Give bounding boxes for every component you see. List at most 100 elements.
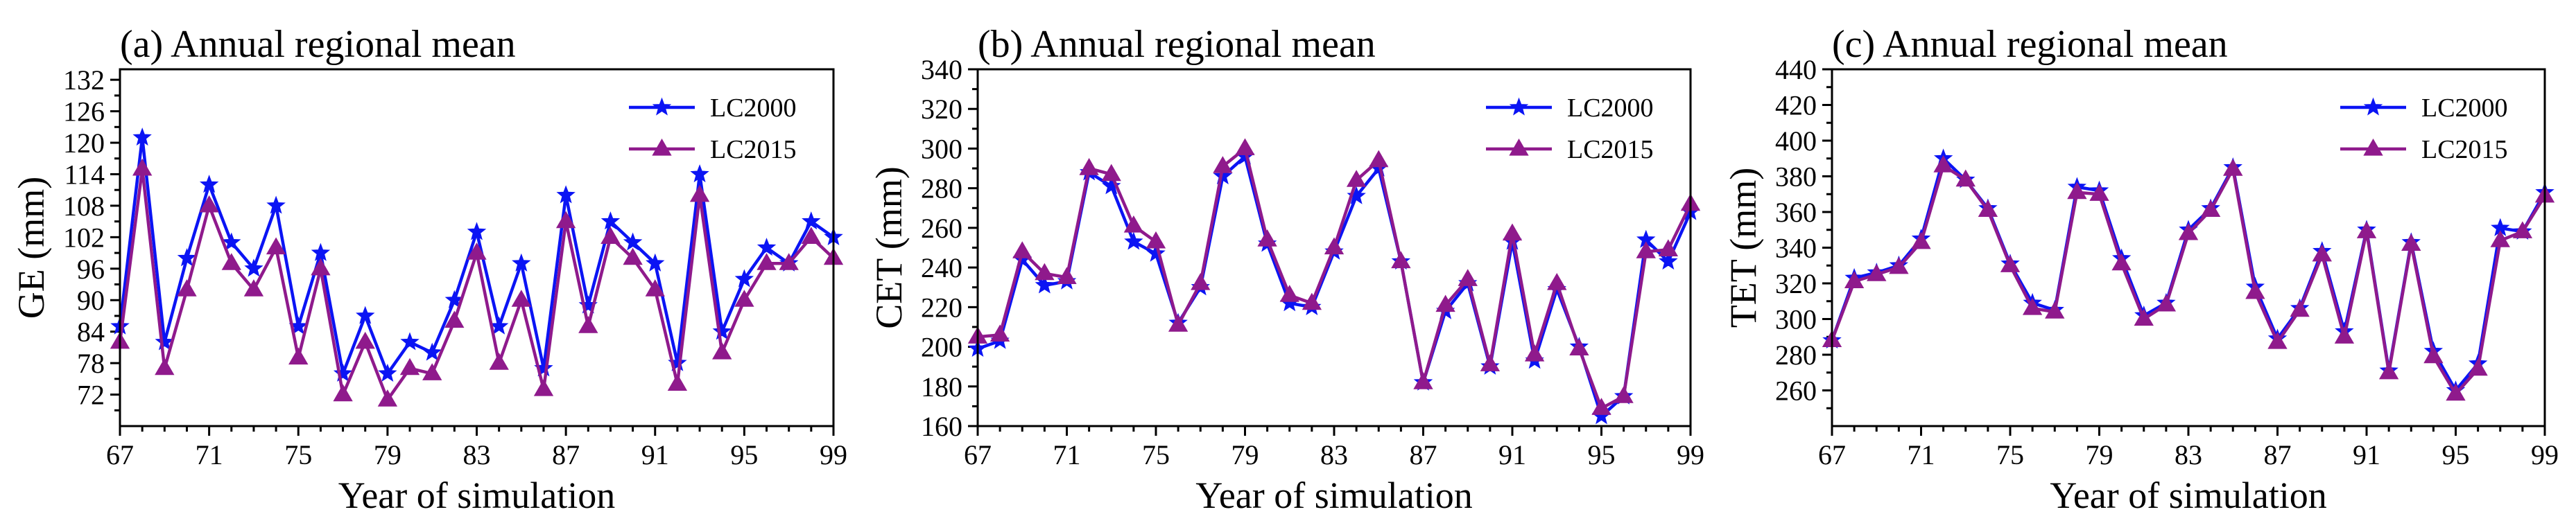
series-line <box>977 147 1693 410</box>
data-point <box>355 331 375 349</box>
panel-title: (b) Annual regional mean <box>978 23 1376 66</box>
data-point <box>467 222 487 240</box>
data-point <box>690 164 709 183</box>
data-point <box>378 363 397 382</box>
plot-frame <box>1831 68 2546 427</box>
data-point <box>400 332 420 351</box>
data-point <box>1867 264 1887 281</box>
y-tick-label: 340 <box>921 54 962 85</box>
data-point <box>734 269 754 288</box>
legend-label: LC2015 <box>710 135 797 164</box>
data-point <box>2401 233 2421 251</box>
series-lc2015 <box>110 158 844 407</box>
y-tick-label: 200 <box>921 332 962 363</box>
x-tick-label: 67 <box>106 439 134 470</box>
legend-label: LC2015 <box>2421 135 2508 164</box>
data-point <box>2423 346 2444 364</box>
data-point <box>1302 292 1322 310</box>
x-tick-label: 71 <box>1908 439 1935 470</box>
data-point <box>444 310 465 328</box>
x-tick-label: 67 <box>964 439 992 470</box>
legend-label: LC2000 <box>710 94 797 123</box>
series-lc2015 <box>967 138 1701 415</box>
x-tick-label: 91 <box>1498 439 1526 470</box>
data-point <box>2334 326 2355 344</box>
legend-marker <box>2363 97 2383 116</box>
data-point <box>2267 331 2288 349</box>
x-tick-label: 83 <box>463 439 491 470</box>
plot-frame <box>119 68 835 427</box>
data-point <box>422 363 442 380</box>
legend-label: LC2000 <box>2421 94 2508 123</box>
y-tick-label: 102 <box>63 222 105 253</box>
legend-marker <box>1509 97 1529 116</box>
data-point <box>1659 251 1678 270</box>
data-point <box>1347 186 1366 204</box>
legend: LC2000 LC2015 <box>1486 94 1654 164</box>
x-axis-label: Year of simulation <box>338 475 616 516</box>
data-point <box>2290 299 2310 317</box>
data-point <box>1591 398 1611 415</box>
x-tick-label: 99 <box>820 439 847 470</box>
y-tick-label: 280 <box>921 173 962 204</box>
data-point <box>288 347 309 365</box>
x-tick-label: 95 <box>1588 439 1616 470</box>
legend: LC2000 LC2015 <box>2340 94 2508 164</box>
data-point <box>1012 241 1032 258</box>
x-axis-label: Year of simulation <box>2050 475 2327 516</box>
plot-frame <box>976 68 1692 427</box>
x-tick-label: 71 <box>1053 439 1081 470</box>
data-point <box>712 321 732 340</box>
data-point <box>2223 159 2243 176</box>
data-point <box>1413 372 1433 389</box>
legend-marker <box>652 97 672 116</box>
data-point <box>1324 237 1345 255</box>
legend-marker <box>1509 138 1529 156</box>
panel-c: 260 280 300 320 340 360 380 400 420 440 67 71 75 79 83… <box>1722 23 2559 516</box>
y-tick-label: 260 <box>921 213 962 244</box>
data-point <box>1547 273 1567 290</box>
y-tick-label: 260 <box>1775 376 1817 407</box>
data-point <box>1235 138 1255 155</box>
x-tick-label: 91 <box>2353 439 2380 470</box>
data-point <box>2111 253 2132 271</box>
x-tick-label: 87 <box>552 439 580 470</box>
y-tick-label: 320 <box>1775 268 1817 299</box>
data-point <box>757 253 777 270</box>
series-lc2000 <box>968 146 1700 425</box>
y-tick-label: 220 <box>921 292 962 323</box>
data-point <box>132 127 152 146</box>
data-point <box>222 232 241 251</box>
data-point <box>1933 155 1953 173</box>
data-point <box>1911 231 1931 249</box>
data-point <box>1146 243 1166 262</box>
x-tick-label: 79 <box>2086 439 2113 470</box>
data-point <box>1035 263 1055 281</box>
data-point <box>989 324 1010 342</box>
data-point <box>2134 308 2154 326</box>
legend-marker <box>652 138 672 156</box>
data-point <box>1435 294 1455 312</box>
data-point <box>199 195 219 213</box>
y-tick-label: 84 <box>77 317 105 348</box>
data-point <box>266 237 286 255</box>
data-point <box>1102 176 1121 195</box>
x-tick-label: 83 <box>1320 439 1348 470</box>
x-tick-label: 75 <box>1142 439 1170 470</box>
data-point <box>333 384 353 402</box>
data-point <box>356 306 375 324</box>
data-point <box>1079 158 1099 175</box>
x-tick-label: 79 <box>1231 439 1259 470</box>
y-tick-label: 126 <box>63 96 105 127</box>
y-tick-label: 90 <box>77 285 105 316</box>
data-point <box>2356 221 2377 238</box>
data-point <box>801 227 821 244</box>
y-tick-label: 108 <box>63 191 105 222</box>
data-point <box>623 247 643 265</box>
series-line <box>118 167 835 402</box>
y-tick-label: 96 <box>77 254 105 285</box>
data-point <box>1213 156 1233 173</box>
data-point <box>177 248 197 267</box>
